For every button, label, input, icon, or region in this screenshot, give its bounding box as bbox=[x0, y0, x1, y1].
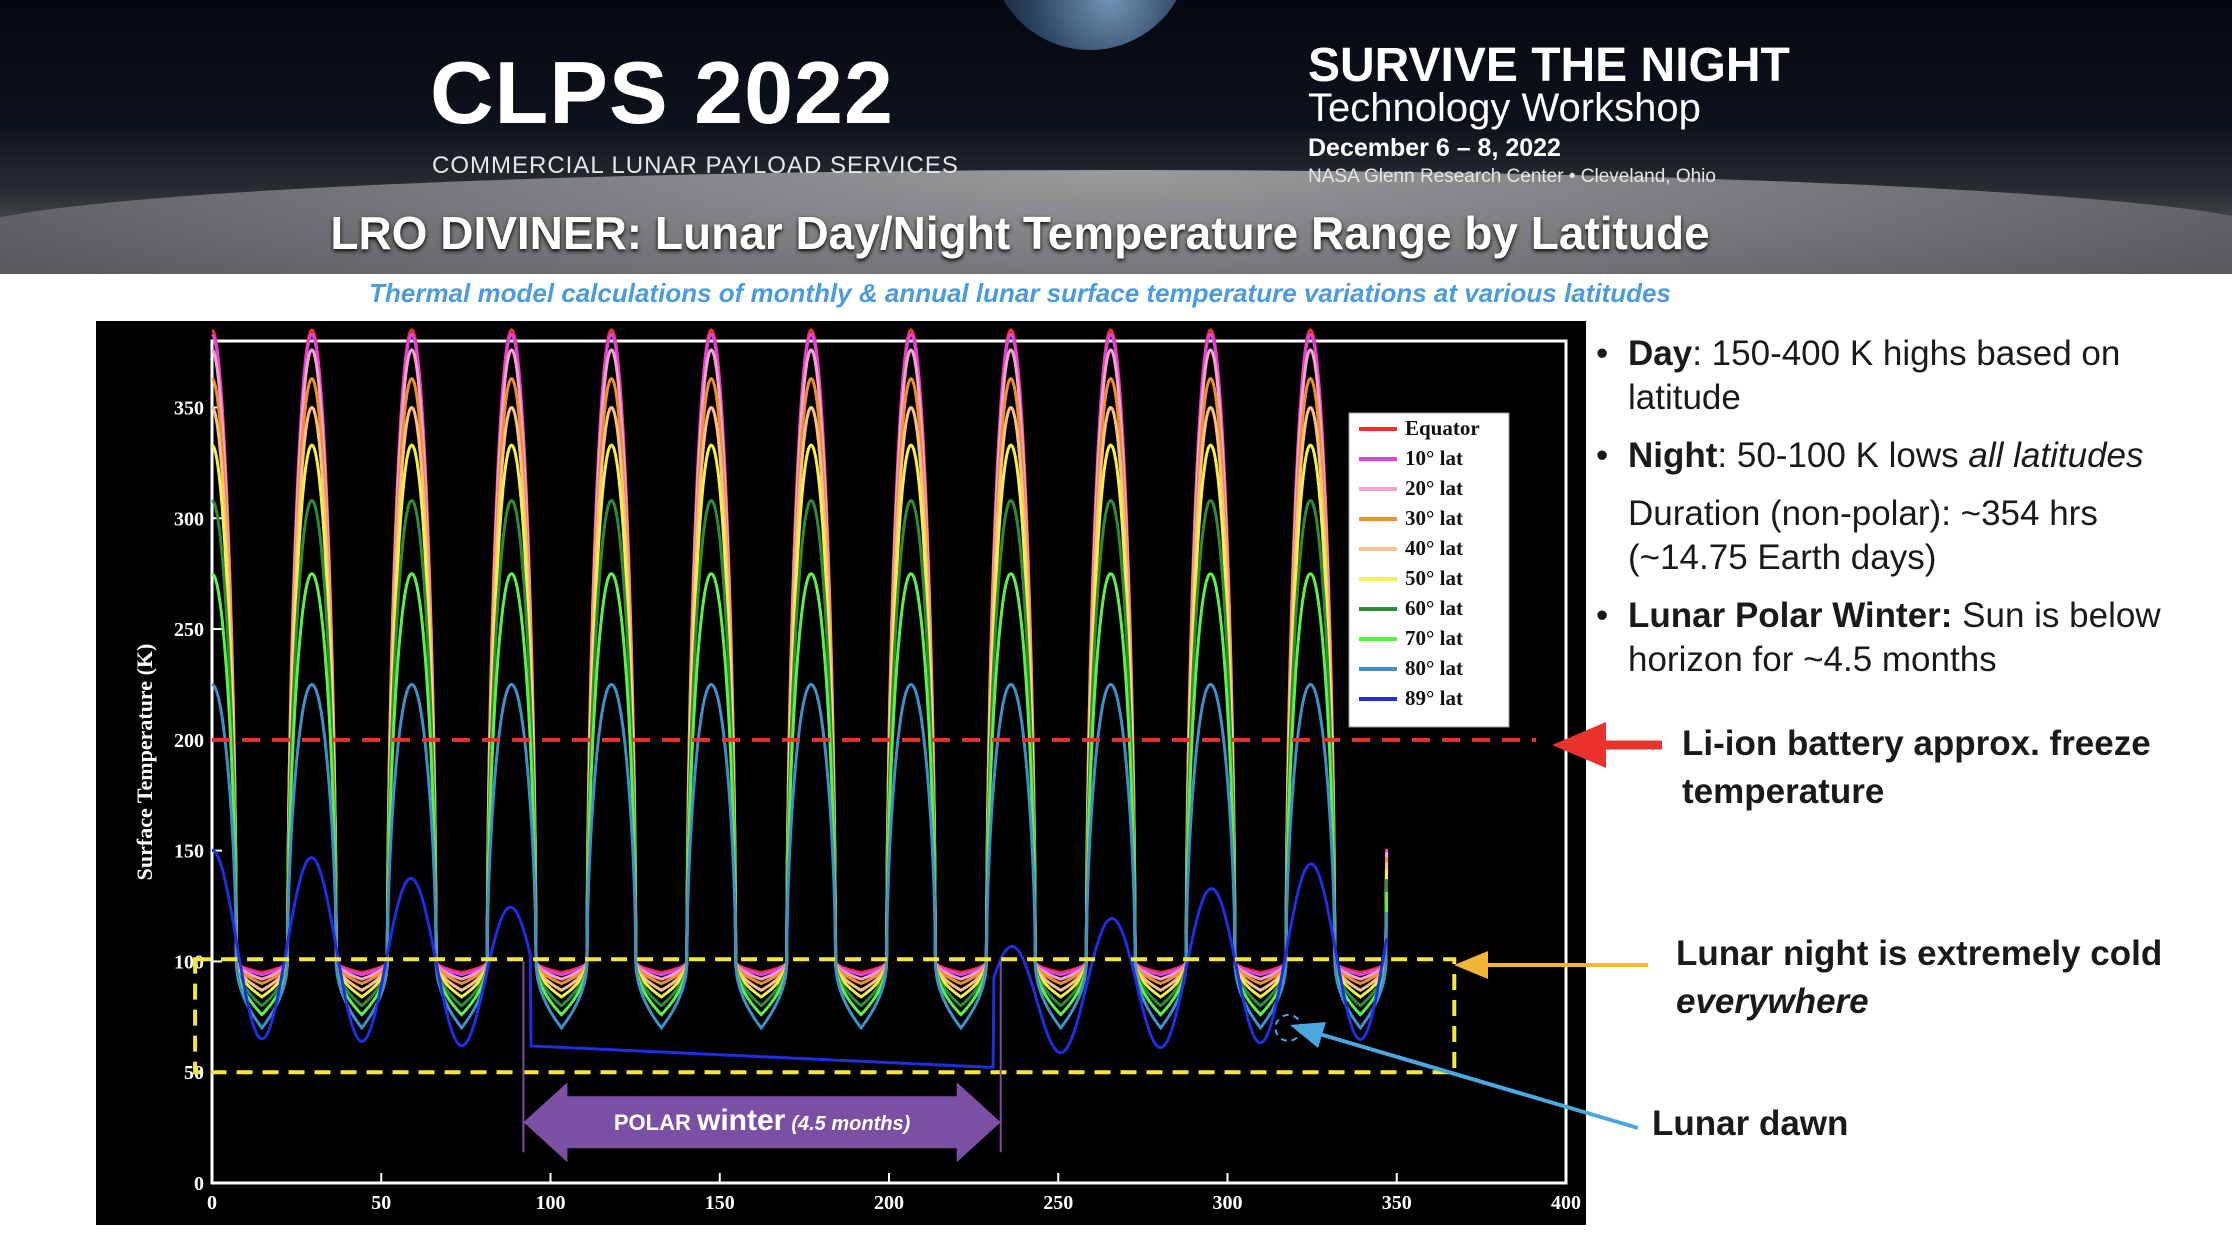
legend-label: 89° lat bbox=[1405, 686, 1463, 710]
legend-label: 20° lat bbox=[1405, 476, 1463, 500]
y-tick-label: 300 bbox=[174, 508, 204, 530]
series-line-60lat bbox=[211, 498, 1389, 1008]
x-tick-label: 400 bbox=[1551, 1192, 1581, 1214]
bullet-list: Day: 150-400 K highs based on latitude N… bbox=[1596, 332, 2216, 696]
night-cold-annotation: Lunar night is extremely cold everywhere bbox=[1676, 930, 2196, 1026]
lunar-dawn-annotation: Lunar dawn bbox=[1652, 1104, 1849, 1143]
workshop-dates: December 6 – 8, 2022 bbox=[1308, 134, 1561, 162]
y-tick-label: 350 bbox=[174, 397, 204, 419]
conference-subtitle: COMMERCIAL LUNAR PAYLOAD SERVICES bbox=[432, 152, 959, 179]
x-tick-label: 50 bbox=[371, 1192, 391, 1214]
slide-title: LRO DIVINER: Lunar Day/Night Temperature… bbox=[330, 207, 1710, 259]
y-tick-label: 100 bbox=[174, 951, 204, 973]
bullet-day-text: : 150-400 K highs based on latitude bbox=[1628, 334, 2121, 417]
polar-winter-label: POLAR winter (4.5 months) bbox=[614, 1104, 911, 1137]
bullet-night-label: Night bbox=[1628, 436, 1718, 475]
series-line-70lat bbox=[211, 572, 1389, 1017]
legend-label: 50° lat bbox=[1405, 566, 1463, 590]
legend-label: 80° lat bbox=[1405, 656, 1463, 680]
legend-label: 30° lat bbox=[1405, 506, 1463, 530]
polar-winter-arrow bbox=[523, 1082, 1001, 1163]
conference-title: CLPS 2022 bbox=[430, 43, 894, 142]
temperature-chart: 0 50 100 150 200 250 300 350 4000501001502002503… bbox=[132, 328, 1581, 1214]
x-tick-label: 150 bbox=[705, 1192, 735, 1214]
night-cold-text: Lunar night is extremely cold bbox=[1676, 934, 2163, 973]
legend-label: 40° lat bbox=[1405, 536, 1463, 560]
polar-winter-word1: POLAR bbox=[614, 1110, 697, 1135]
night-cold-emph: everywhere bbox=[1676, 982, 1869, 1021]
y-tick-label: 250 bbox=[174, 619, 204, 641]
polar-winter-duration: (4.5 months) bbox=[791, 1113, 910, 1135]
x-tick-label: 0 bbox=[207, 1192, 217, 1214]
conference-banner: CLPS 2022 COMMERCIAL LUNAR PAYLOAD SERVI… bbox=[0, 0, 2232, 274]
bullet-polar-label: Lunar Polar Winter: bbox=[1628, 596, 1953, 635]
bullet-night-text: : 50-100 K lows bbox=[1717, 436, 1969, 475]
legend-label: 70° lat bbox=[1405, 626, 1463, 650]
x-tick-label: 250 bbox=[1043, 1192, 1073, 1214]
bullet-day: Day: 150-400 K highs based on latitude bbox=[1596, 332, 2216, 420]
series-line-80lat bbox=[211, 682, 1389, 1031]
bullet-polar: Lunar Polar Winter: Sun is below horizon… bbox=[1596, 594, 2216, 682]
bullet-night: Night: 50-100 K lows all latitudes bbox=[1596, 434, 2216, 478]
battery-freeze-annotation: Li-ion battery approx. freeze temperatur… bbox=[1682, 724, 2151, 811]
bullet-polar-text: Sun is below horizon for ~4.5 months bbox=[1628, 596, 2161, 679]
x-tick-label: 100 bbox=[536, 1192, 566, 1214]
chart-frame: 0 50 100 150 200 250 300 350 400 0 50 100 150 200 250 3… bbox=[96, 321, 1586, 1225]
x-tick-label: 350 bbox=[1382, 1192, 1412, 1214]
bullet-night-emph: all latitudes bbox=[1968, 436, 2144, 475]
lunar-dawn-marker bbox=[1274, 1013, 1303, 1042]
legend-label: 60° lat bbox=[1405, 596, 1463, 620]
y-tick-label: 0 bbox=[194, 1173, 204, 1195]
y-axis-label: Surface Temperature (K) bbox=[132, 644, 157, 881]
slide-subtitle: Thermal model calculations of monthly & … bbox=[369, 278, 1671, 308]
lunar-surface-image bbox=[0, 170, 2232, 274]
night-temperature-box bbox=[193, 957, 1457, 1075]
x-tick-label: 300 bbox=[1213, 1192, 1243, 1214]
workshop-subtitle: Technology Workshop bbox=[1308, 86, 1701, 130]
legend-label: 10° lat bbox=[1405, 446, 1463, 470]
polar-winter-word2: winter bbox=[696, 1104, 786, 1137]
y-tick-label: 200 bbox=[174, 730, 204, 752]
workshop-location: NASA Glenn Research Center • Cleveland, … bbox=[1308, 166, 1716, 187]
bullet-duration: Duration (non-polar): ~354 hrs (~14.75 E… bbox=[1628, 494, 2098, 577]
earth-planet-image bbox=[990, 0, 1190, 50]
workshop-title: SURVIVE THE NIGHT bbox=[1308, 39, 1790, 92]
x-tick-label: 200 bbox=[874, 1192, 904, 1214]
series-line-89lat bbox=[211, 848, 1389, 1069]
legend-label: Equator bbox=[1405, 416, 1480, 440]
y-tick-label: 150 bbox=[174, 841, 204, 863]
legend-box bbox=[1348, 412, 1510, 728]
bullet-day-label: Day bbox=[1628, 334, 1693, 373]
